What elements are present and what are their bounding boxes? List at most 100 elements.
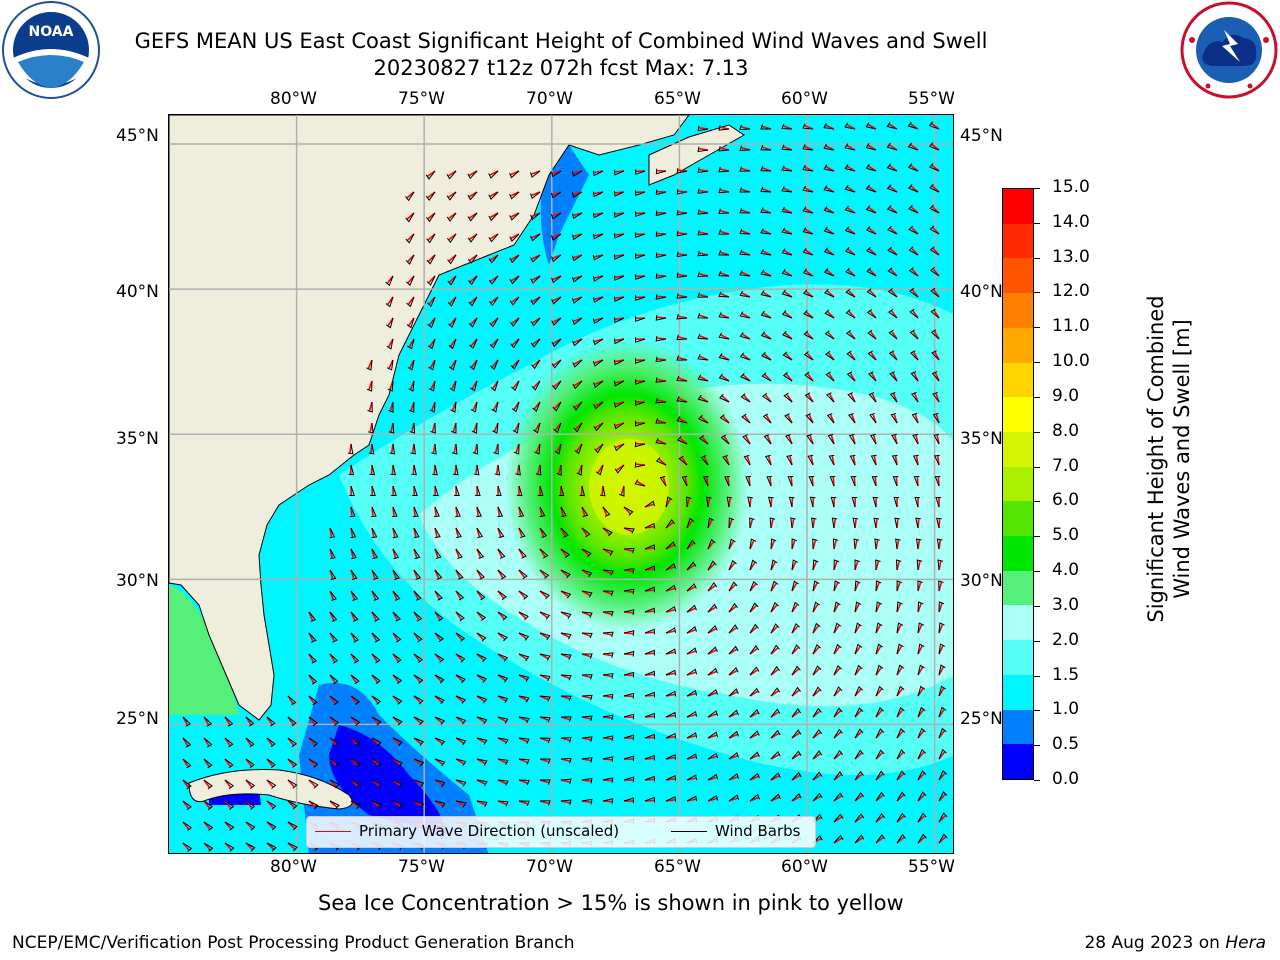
wind-barb — [581, 777, 593, 784]
wind-barb — [770, 772, 781, 781]
wind-barb — [791, 686, 801, 697]
wind-barb — [560, 590, 572, 599]
wind-barb — [718, 208, 730, 214]
colorbar-tick-label: 1.5 — [1052, 664, 1080, 685]
wind-barb — [802, 164, 814, 172]
wind-barb — [707, 625, 718, 634]
legend-wind-barbs-label: Wind Barbs — [715, 822, 801, 840]
wind-barb — [889, 371, 898, 382]
wind-barb — [781, 123, 793, 130]
wind-barb — [849, 454, 856, 466]
colorbar-segment — [1003, 397, 1033, 432]
wind-barb — [571, 191, 583, 198]
wind-barb — [581, 736, 593, 742]
wind-barb — [623, 734, 635, 741]
wind-barb — [539, 590, 550, 600]
wind-barb — [245, 779, 256, 789]
wind-barb — [931, 350, 940, 361]
wind-barb — [833, 601, 841, 613]
wind-barb — [676, 334, 688, 341]
wind-barb — [845, 267, 856, 277]
wind-barb — [686, 583, 697, 592]
wind-barb — [413, 695, 424, 705]
wind-barb — [739, 166, 751, 172]
right-lat-label: 35°N — [960, 429, 1003, 449]
wind-barb — [371, 548, 379, 560]
wind-barb — [728, 517, 735, 529]
wind-barb — [476, 527, 484, 539]
wind-barb — [655, 418, 667, 424]
wind-barb — [781, 186, 793, 193]
wind-barb — [655, 356, 667, 363]
wind-barb — [412, 485, 418, 496]
wind-barb — [697, 312, 709, 319]
wind-barb — [823, 206, 835, 214]
wind-barb — [854, 685, 864, 697]
wind-barb — [749, 751, 760, 760]
wind-barb — [245, 716, 255, 727]
wind-barb — [665, 753, 677, 760]
wind-barb — [791, 601, 800, 613]
wind-barb — [493, 443, 499, 455]
wind-barb — [266, 842, 277, 852]
wind-barb — [576, 464, 583, 476]
wind-barb — [560, 506, 567, 518]
colorbar-segment — [1003, 709, 1033, 745]
wind-barb — [551, 338, 562, 348]
wind-barb — [476, 716, 488, 725]
wind-barb — [350, 611, 359, 622]
wind-barb — [476, 800, 488, 808]
wind-barb — [509, 275, 520, 285]
wind-barb — [392, 632, 402, 643]
wind-barb — [655, 210, 667, 217]
wind-barb — [509, 191, 520, 200]
wind-barb — [791, 665, 801, 676]
wind-barb — [718, 250, 730, 256]
colorbar-tick-label: 12.0 — [1052, 281, 1090, 302]
wind-barb — [749, 517, 755, 529]
colorbar-tick-label: 5.0 — [1052, 525, 1080, 546]
wind-barb — [931, 371, 940, 382]
wind-barb — [371, 695, 382, 705]
wind-barb — [392, 758, 404, 767]
wind-barb — [581, 590, 593, 598]
wind-barb — [413, 653, 424, 664]
wind-barb — [908, 287, 919, 298]
wind-barb — [539, 569, 550, 579]
colorbar-tick-label: 2.0 — [1052, 629, 1080, 650]
wind-barb — [455, 653, 466, 663]
wind-barb — [571, 212, 583, 220]
wind-barb — [831, 517, 838, 529]
wind-barb — [929, 266, 940, 277]
wind-barb — [833, 834, 844, 844]
wind-barb — [739, 145, 751, 151]
wind-barb — [681, 475, 688, 487]
wind-barb — [697, 229, 709, 236]
wind-barb — [347, 443, 354, 455]
wind-barb — [602, 611, 614, 617]
wind-barb — [850, 475, 857, 487]
wind-barb — [854, 622, 862, 634]
colorbar-segment — [1003, 362, 1033, 398]
wind-barb — [406, 296, 415, 308]
wind-barb — [581, 674, 593, 680]
wind-barb — [719, 393, 730, 403]
wind-barb — [938, 812, 948, 823]
wind-barb — [823, 247, 835, 256]
wind-barb — [497, 632, 508, 642]
wind-barb — [537, 485, 544, 497]
wind-barb — [896, 706, 905, 718]
wind-barb — [783, 392, 793, 403]
wind-barb — [488, 275, 499, 285]
wind-barb — [518, 758, 530, 765]
wind-barb — [892, 475, 899, 487]
wind-barb — [707, 752, 719, 760]
wind-barb — [470, 380, 478, 392]
wind-barb — [917, 770, 927, 781]
wind-barb — [560, 778, 572, 785]
colorbar-label-line1: Significant Height of Combined — [1144, 295, 1168, 623]
wind-barb — [896, 601, 903, 613]
wind-barb — [509, 296, 520, 306]
wind-barb — [560, 716, 572, 722]
wind-barb — [409, 422, 416, 434]
